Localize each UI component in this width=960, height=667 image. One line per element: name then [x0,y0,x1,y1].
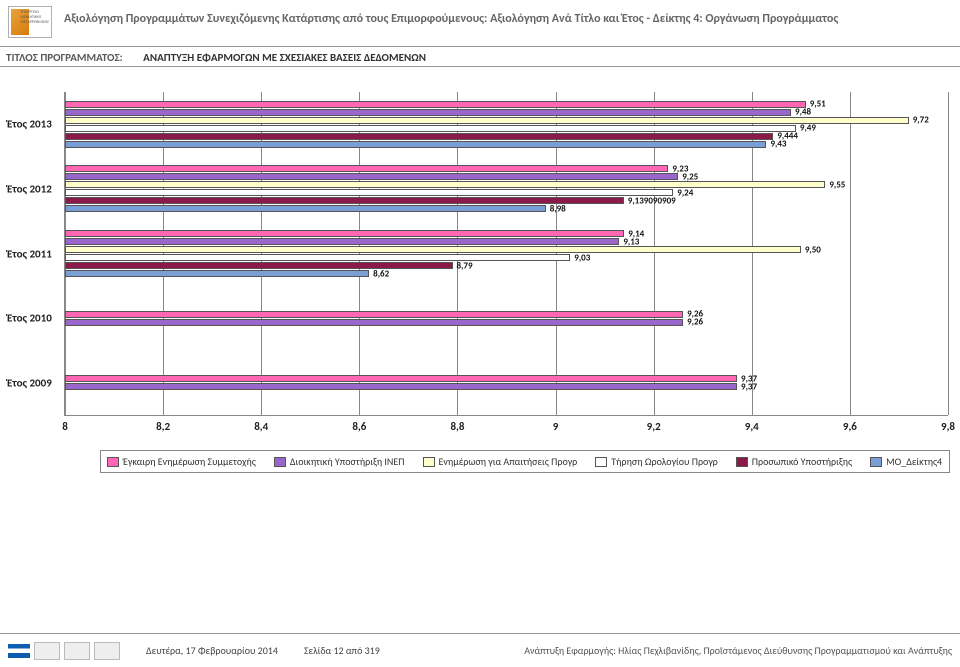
chart-bar [65,165,668,172]
bar-value-label: 9,49 [799,123,817,134]
chart-legend: Έγκαιρη Ενημέρωση Συμμετοχής Διοικητική Υ… [100,450,950,473]
chart-bar [65,189,673,196]
chart-bar [65,125,796,132]
chart-bar [65,238,619,245]
page-footer: Δευτέρα, 17 Φεβρουαρίου 2014 Σελίδα 12 α… [0,633,960,667]
chart-bar [65,109,791,116]
bar-value-label: 9,50 [804,244,822,255]
sponsor-logo-icon [94,642,120,660]
legend-label: Διοικητική Υποστήριξη ΙΝΕΠ [290,455,405,468]
legend-label: Τήρηση Ωρολογίου Προγρ [611,455,718,468]
legend-item: ΜΟ_Δείκτης4 [870,455,942,468]
x-tick-label: 9,8 [941,420,955,433]
chart-bar [65,254,570,261]
y-category-label: Έτος 2013 [7,118,61,131]
legend-swatch [736,457,748,467]
gridline [850,92,851,415]
bar-value-label: 9,24 [676,187,694,198]
x-tick-label: 8,8 [450,420,464,433]
legend-label: Προσωπικό Υποστήριξης [752,455,852,468]
y-category-label: Έτος 2009 [7,376,61,389]
chart-bar [65,181,825,188]
program-label: ΤΙΤΛΟΣ ΠΡΟΓΡΑΜΜΑΤΟΣ: [6,51,123,64]
legend-item: Τήρηση Ωρολογίου Προγρ [595,455,718,468]
bar-value-label: 8,62 [372,268,390,279]
bar-value-label: 9,43 [769,139,787,150]
x-tick-label: 8,6 [352,420,366,433]
legend-swatch [274,457,286,467]
chart-bar [65,246,801,253]
chart-bar [65,383,737,390]
legend-item: Προσωπικό Υποστήριξης [736,455,852,468]
chart-area: 88,28,48,68,899,29,49,69,8Έτος 20139,519… [6,92,954,442]
chart-bar [65,173,678,180]
legend-item: Ενημέρωση για Απαιτήσεις Προγρ [423,455,578,468]
chart-bar [65,101,806,108]
legend-swatch [423,457,435,467]
chart-bar [65,230,624,237]
x-tick-label: 9,6 [843,420,857,433]
chart-plot: 88,28,48,68,899,29,49,69,8Έτος 20139,519… [64,92,948,416]
legend-item: Έγκαιρη Ενημέρωση Συμμετοχής [107,455,256,468]
chart-bar [65,141,766,148]
x-tick-label: 9,4 [745,420,759,433]
legend-label: Ενημέρωση για Απαιτήσεις Προγρ [439,455,578,468]
legend-label: Έγκαιρη Ενημέρωση Συμμετοχής [123,455,256,468]
bar-value-label: 9,26 [686,317,704,328]
chart-bar [65,197,624,204]
footer-date: Δευτέρα, 17 Φεβρουαρίου 2014 [146,644,278,657]
flag-icon [8,644,30,658]
legend-swatch [870,457,882,467]
chart-bar [65,270,369,277]
y-category-label: Έτος 2011 [7,247,61,260]
bar-value-label: 9,72 [912,115,930,126]
espa-logo-icon [64,642,90,660]
footer-credit: Ανάπτυξη Εφαρμογής: Ηλίας Πεχλιβανίδης, … [524,644,952,657]
program-subheader: ΤΙΤΛΟΣ ΠΡΟΓΡΑΜΜΑΤΟΣ: ΑΝΑΠΤΥΞΗ ΕΦΑΡΜΟΓΩΝ … [0,46,960,67]
x-tick-label: 8,2 [156,420,170,433]
gridline [948,92,949,415]
footer-logos [8,642,120,660]
legend-swatch [595,457,607,467]
bar-value-label: 9,139090909 [627,195,677,206]
x-tick-label: 8 [62,420,68,433]
x-tick-label: 8,4 [254,420,268,433]
x-tick-label: 9 [553,420,559,433]
eu-logo-icon [34,642,60,660]
legend-swatch [107,457,119,467]
report-title: Αξιολόγηση Προγραμμάτων Συνεχιζόμενης Κα… [64,6,838,26]
chart-bar [65,205,546,212]
legend-label: ΜΟ_Δείκτης4 [886,455,942,468]
chart-bar [65,117,909,124]
bar-value-label: 8,79 [456,260,474,271]
x-tick-label: 9,2 [647,420,661,433]
y-category-label: Έτος 2012 [7,182,61,195]
chart-bar [65,319,683,326]
bar-value-label: 9,55 [828,179,846,190]
chart-bar [65,262,453,269]
bar-value-label: 9,03 [573,252,591,263]
footer-page: Σελίδα 12 από 319 [304,644,380,657]
bar-value-label: 8,98 [549,203,567,214]
chart-bar [65,375,737,382]
y-category-label: Έτος 2010 [7,312,61,325]
chart-bar [65,133,773,140]
report-header: ΥΠΟΥΡΓΕΙΟΔΙΟΙΚΗΤΙΚΗΣΜΕΤΑΡΡΥΘΜΙΣΗΣ Αξιολό… [0,0,960,40]
program-value: ΑΝΑΠΤΥΞΗ ΕΦΑΡΜΟΓΩΝ ΜΕ ΣΧΕΣΙΑΚΕΣ ΒΑΣΕΙΣ Δ… [143,51,426,64]
bar-value-label: 9,37 [740,381,758,392]
legend-item: Διοικητική Υποστήριξη ΙΝΕΠ [274,455,405,468]
org-logo: ΥΠΟΥΡΓΕΙΟΔΙΟΙΚΗΤΙΚΗΣΜΕΤΑΡΡΥΘΜΙΣΗΣ [8,6,52,38]
chart-bar [65,311,683,318]
